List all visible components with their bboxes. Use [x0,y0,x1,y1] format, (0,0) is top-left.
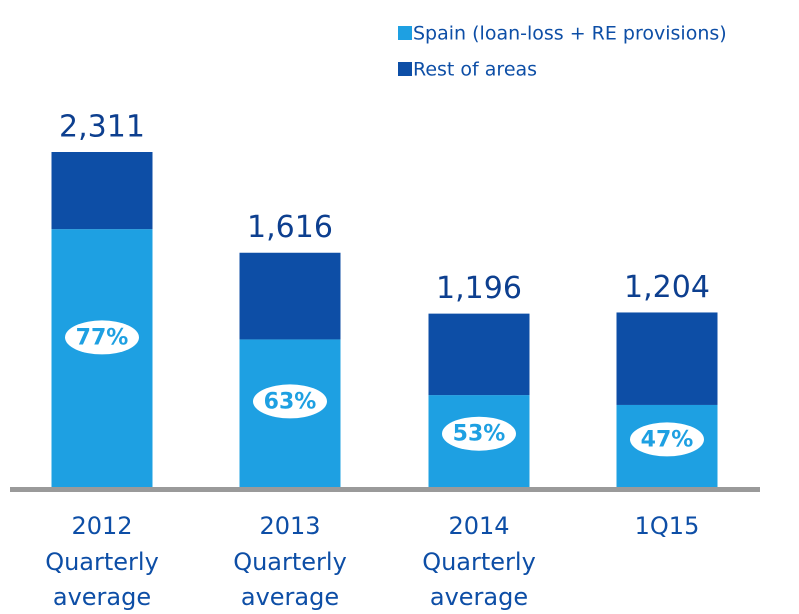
share-badge [630,422,704,457]
share-label: 47% [641,427,694,452]
bar-segment [51,229,153,487]
legend-swatch [398,62,412,76]
x-tick-label: 2012 Quarterly average [45,512,159,611]
share-badge [442,416,516,451]
x-tick-label: 2013 Quarterly average [233,512,347,611]
share-label: 77% [76,325,129,350]
share-label: 53% [453,422,506,447]
baseline [10,487,760,492]
total-label: 1,196 [436,271,522,306]
bar-segment [616,312,718,405]
legend-swatch [398,26,412,40]
legend-label: Rest of areas [413,59,537,81]
x-tick-label: 2014 Quarterly average [422,512,536,611]
share-label: 63% [264,389,317,414]
bar-segment [239,252,341,340]
total-label: 1,204 [624,270,710,305]
total-label: 2,311 [59,110,145,145]
share-badge [253,384,327,419]
total-label: 1,616 [247,210,333,245]
x-tick-label: 1Q15 [634,512,700,540]
legend-label: Spain (loan-loss + RE provisions) [413,23,727,45]
bar-segment [428,313,530,396]
share-badge [65,320,139,355]
bar-segment [51,152,153,230]
